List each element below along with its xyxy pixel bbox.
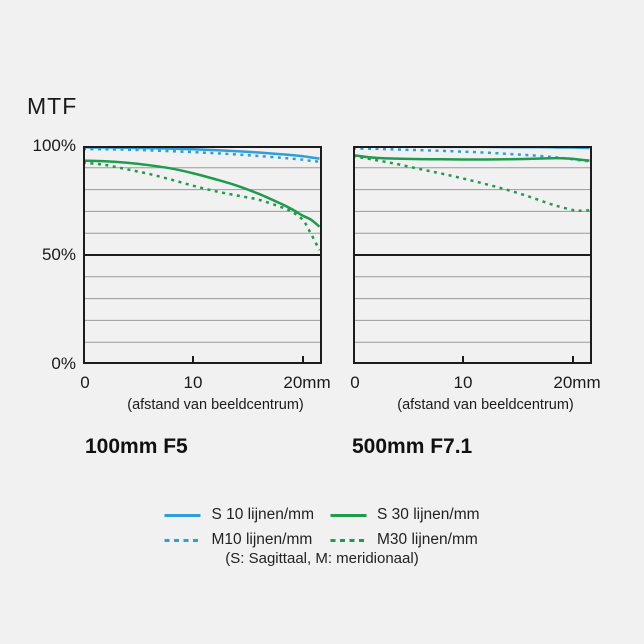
x-tick-label-20mm: 20mm	[283, 373, 331, 392]
legend-swatch-s10-line-icon	[164, 513, 201, 517]
plot-area-100mm-f5	[83, 146, 322, 364]
mtf-axis-title: MTF	[27, 93, 78, 119]
series-m10-curve	[83, 147, 320, 163]
x-tick-label-20mm: 20mm	[553, 373, 601, 392]
legend-label-m30: M30 lijnen/mm	[377, 531, 478, 548]
chart-500mm-f71: 0 10 20mm (afstand van beeldcentrum)	[350, 146, 601, 413]
series-m30-curve	[83, 161, 321, 251]
series-s30-curve	[83, 159, 321, 228]
y-tick-label-0: 0%	[51, 354, 76, 373]
legend-label-m10: M10 lijnen/mm	[211, 531, 313, 548]
chart-100mm-f5: 0 10 20mm (afstand van beeldcentrum)	[80, 146, 331, 413]
legend-swatch-s30-line-icon	[330, 513, 366, 517]
plot-frame	[83, 146, 322, 364]
lens-title-100mm: 100mm F5	[85, 435, 188, 458]
legend: S 10 lijnen/mm S 30 lijnen/mm M10 lijnen…	[164, 506, 480, 549]
legend-swatch-m30-dashed-line-icon	[330, 538, 366, 542]
plot-area-500mm-f71	[353, 146, 592, 364]
legend-item-s30: S 30 lijnen/mm	[330, 506, 480, 524]
legend-item-m10: M10 lijnen/mm	[164, 531, 314, 549]
lens-title-500mm: 500mm F7.1	[352, 435, 473, 458]
series-s10-curve	[83, 146, 320, 160]
series-s30-curve	[353, 153, 590, 162]
series-m30-curve	[353, 154, 590, 213]
legend-label-s30: S 30 lijnen/mm	[377, 506, 480, 523]
x-tick-label-0: 0	[350, 373, 360, 392]
plot-frame	[353, 146, 592, 364]
legend-note: (S: Sagittaal, M: meridionaal)	[225, 550, 419, 567]
y-tick-label-50: 50%	[41, 245, 76, 264]
legend-item-s10: S 10 lijnen/mm	[164, 506, 314, 524]
x-axis-caption: (afstand van beeldcentrum)	[127, 397, 304, 413]
x-axis-caption: (afstand van beeldcentrum)	[397, 397, 574, 413]
x-tick-label-10: 10	[183, 373, 203, 392]
legend-item-m30: M30 lijnen/mm	[330, 531, 480, 549]
x-tick-label-0: 0	[80, 373, 90, 392]
y-tick-label-100: 100%	[32, 136, 76, 155]
x-tick-label-10: 10	[453, 373, 473, 392]
legend-label-s10: S 10 lijnen/mm	[211, 506, 314, 523]
legend-swatch-m10-dashed-line-icon	[164, 538, 201, 542]
